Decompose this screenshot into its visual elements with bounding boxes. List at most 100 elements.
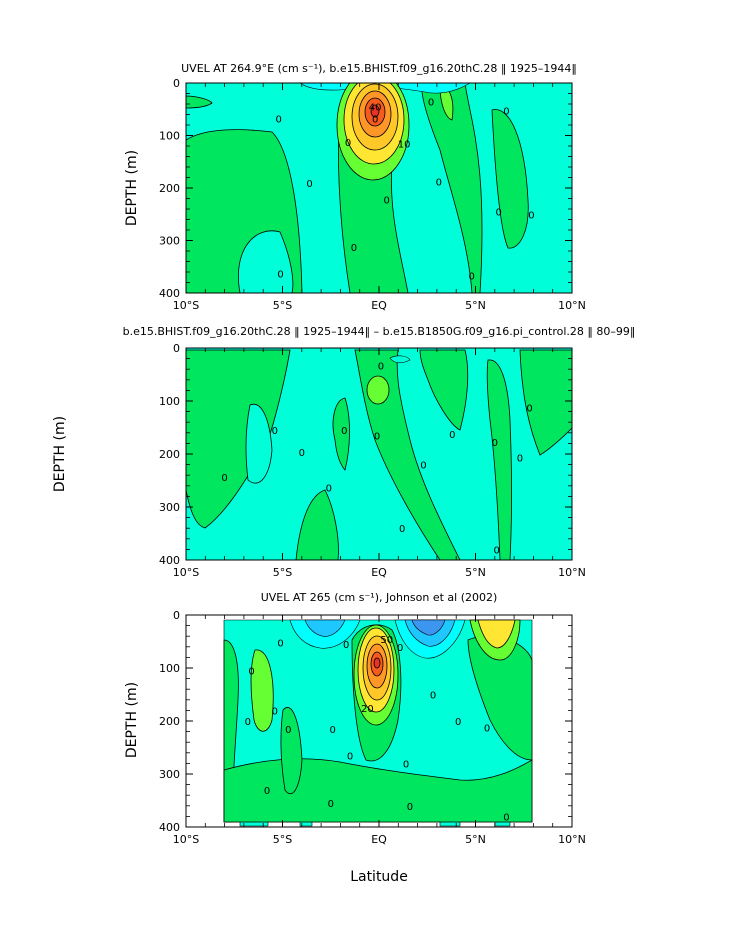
green-column-east (486, 359, 512, 560)
green-lens-sw (332, 397, 350, 471)
y-tick-label: 200 (159, 448, 180, 461)
y-tick-label: 400 (159, 554, 180, 567)
contour-label: 0 (428, 97, 434, 108)
x-axis-label: Latitude (350, 869, 408, 885)
contour-label: 0 (449, 430, 455, 441)
x-tick-label: 5°S (273, 833, 292, 846)
y-tick-label: 0 (173, 77, 180, 90)
contour-label: 20 (361, 704, 374, 715)
x-tick-label: 5°S (273, 566, 292, 579)
panel-3-ylabel: DEPTH (m) (124, 682, 140, 758)
x-tick-label: 5°S (273, 299, 292, 312)
contour-label: 0 (503, 812, 509, 823)
contour-label: 0 (468, 272, 474, 283)
contour-label: 0 (248, 667, 254, 678)
contour-label: 0 (372, 115, 378, 126)
contour-label: 0 (306, 179, 312, 190)
panel-2-axes: 10°S 5°S EQ 5°N 10°N 0 100 200 300 400 (159, 342, 586, 579)
panel-3-title: UVEL AT 265 (cm s⁻¹), Johnson et al (200… (261, 591, 498, 604)
green-region-west (186, 349, 291, 529)
contour-label: 0 (403, 759, 409, 770)
contour-label: 0 (526, 403, 532, 414)
cyan-intrusion-west (238, 230, 294, 293)
x-tick-label: 10°S (173, 833, 199, 846)
contour-label: 0 (341, 426, 347, 437)
contour-label: 0 (351, 243, 357, 254)
panel-2-contour-labels: 0 0 0 0 0 0 0 0 0 0 0 0 0 0 (221, 361, 532, 556)
contour-label: 0 (326, 483, 332, 494)
panel-1-title: UVEL AT 264.9°E (cm s⁻¹), b.e15.BHIST.f0… (181, 62, 577, 75)
contour-label: 0 (299, 448, 305, 459)
blue-surface-east (411, 619, 446, 636)
yellow-patch-east (477, 619, 516, 649)
euc-level-60 (370, 104, 380, 118)
y-tick-label: 400 (159, 821, 180, 834)
contour-label: 0 (430, 691, 436, 702)
y-tick-label: 100 (159, 395, 180, 408)
panel-3: UVEL AT 265 (cm s⁻¹), Johnson et al (200… (124, 591, 586, 846)
contour-label: 0 (347, 751, 353, 762)
contour-label: 0 (329, 725, 335, 736)
contour-label: 0 (328, 799, 334, 810)
y-tick-label: 0 (173, 609, 180, 622)
y-tick-label: 0 (173, 342, 180, 355)
panel-2-ylabel: DEPTH (m) (52, 416, 68, 492)
green-tongue-surface (186, 95, 213, 109)
x-tick-label: 10°S (173, 299, 199, 312)
x-tick-label: 10°S (173, 566, 199, 579)
x-tick-label: EQ (371, 566, 387, 579)
contour-label: 0 (264, 786, 270, 797)
green-region-south (295, 489, 339, 560)
panel-2-field: 0 0 0 0 0 0 0 0 0 0 0 0 0 0 (186, 348, 572, 560)
x-tick-label: 5°N (465, 299, 486, 312)
x-tick-label: 5°N (465, 833, 486, 846)
y-tick-label: 100 (159, 662, 180, 675)
panel-1: UVEL AT 264.9°E (cm s⁻¹), b.e15.BHIST.f0… (124, 62, 586, 312)
lightgreen-core-equator (366, 375, 390, 405)
contour-label: 0 (420, 461, 426, 472)
contour-label: 0 (384, 196, 390, 207)
y-tick-label: 200 (159, 715, 180, 728)
contour-label: 0 (345, 138, 351, 149)
y-tick-label: 100 (159, 130, 180, 143)
contour-label: 50 (380, 635, 393, 646)
lightgreen-patch-west (250, 649, 274, 732)
contour-label: 0 (221, 473, 227, 484)
contour-label: 0 (343, 640, 349, 651)
contour-label: 0 (275, 115, 281, 126)
panel-1-ylabel: DEPTH (m) (124, 150, 140, 226)
contour-label: 0 (494, 545, 500, 556)
contour-label: 0 (245, 717, 251, 728)
green-column-east (421, 83, 483, 293)
contour-label: 0 (378, 361, 384, 372)
contour-label: 0 (285, 725, 291, 736)
contour-label: 0 (495, 208, 501, 219)
contour-label: 0 (272, 706, 278, 717)
y-tick-label: 200 (159, 182, 180, 195)
contour-label: 0 (277, 639, 283, 650)
contour-label: 0 (277, 270, 283, 281)
y-tick-label: 300 (159, 501, 180, 514)
contour-label: 0 (492, 438, 498, 449)
x-tick-label: 10°N (558, 566, 586, 579)
contour-label: 0 (272, 426, 278, 437)
contour-label: 40 (369, 103, 382, 114)
contour-label: 0 (399, 524, 405, 535)
contour-label: 0 (397, 643, 403, 654)
cyan-patch-surface (389, 355, 411, 364)
green-region-east (419, 349, 469, 431)
contour-label: 0 (436, 178, 442, 189)
panel-2: b.e15.BHIST.f09_g16.20thC.28 ‖ 1925–1944… (123, 325, 636, 579)
cyan-patch-west (245, 403, 273, 484)
contour-label: 0 (455, 717, 461, 728)
y-tick-label: 300 (159, 235, 180, 248)
y-tick-label: 400 (159, 287, 180, 300)
y-tick-label: 300 (159, 768, 180, 781)
x-tick-label: 10°N (558, 833, 586, 846)
x-tick-label: EQ (371, 833, 387, 846)
